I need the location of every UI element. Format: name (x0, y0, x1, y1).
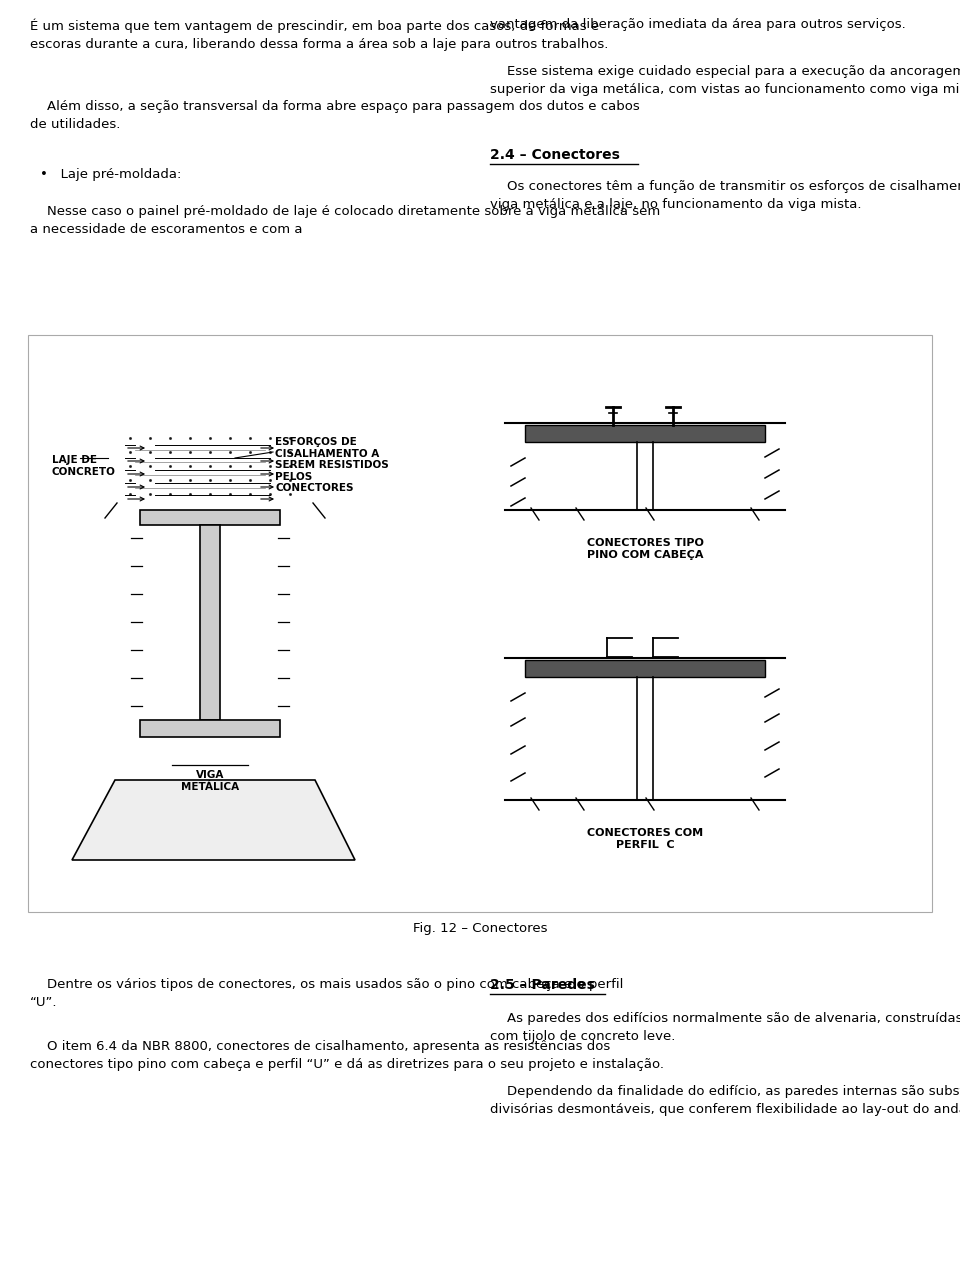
Text: Esse sistema exige cuidado especial para a execução da ancoragem da laje na mesa: Esse sistema exige cuidado especial para… (490, 64, 960, 97)
Text: Fig. 12 – Conectores: Fig. 12 – Conectores (413, 922, 547, 935)
Text: Além disso, a seção transversal da forma abre espaço para passagem dos dutos e c: Além disso, a seção transversal da forma… (30, 100, 639, 131)
Text: CONECTORES TIPO
PINO COM CABEÇA: CONECTORES TIPO PINO COM CABEÇA (587, 538, 704, 559)
Text: ESFORÇOS DE
CISALHAMENTO A
SEREM RESISTIDOS
PELOS
CONECTORES: ESFORÇOS DE CISALHAMENTO A SEREM RESISTI… (275, 437, 389, 493)
Text: CONECTORES COM
PERFIL  C: CONECTORES COM PERFIL C (587, 828, 703, 850)
Text: LAJE DE
CONCRETO: LAJE DE CONCRETO (52, 455, 116, 477)
Text: Dependendo da finalidade do edifício, as paredes internas são substituídas pelas: Dependendo da finalidade do edifício, as… (490, 1084, 960, 1115)
Bar (140, 720, 280, 737)
Text: As paredes dos edifícios normalmente são de alvenaria, construídas com tijolo fu: As paredes dos edifícios normalmente são… (490, 1012, 960, 1043)
Bar (28, 335, 932, 912)
Text: •   Laje pré-moldada:: • Laje pré-moldada: (40, 167, 181, 182)
Text: vantagem da liberação imediata da área para outros serviços.: vantagem da liberação imediata da área p… (490, 18, 905, 31)
Text: Dentre os vários tipos de conectores, os mais usados são o pino com cabeça e o p: Dentre os vários tipos de conectores, os… (30, 978, 623, 1009)
Text: Nesse caso o painel pré-moldado de laje é colocado diretamente sobre a viga metá: Nesse caso o painel pré-moldado de laje … (30, 205, 660, 236)
Bar (140, 510, 280, 526)
Text: 2.4 – Conectores: 2.4 – Conectores (490, 148, 620, 162)
Polygon shape (72, 781, 355, 860)
Text: É um sistema que tem vantagem de prescindir, em boa parte dos casos, de formas e: É um sistema que tem vantagem de prescin… (30, 18, 609, 50)
Bar (200, 526, 220, 720)
Text: O item 6.4 da NBR 8800, conectores de cisalhamento, apresenta as resistências do: O item 6.4 da NBR 8800, conectores de ci… (30, 1039, 664, 1072)
Bar (525, 659, 765, 677)
Bar (525, 425, 765, 442)
Text: VIGA
METÁLICA: VIGA METÁLICA (180, 770, 239, 792)
Text: Os conectores têm a função de transmitir os esforços de cisalhamento longitudina: Os conectores têm a função de transmitir… (490, 180, 960, 211)
Text: 2.5 – Paredes: 2.5 – Paredes (490, 978, 595, 992)
